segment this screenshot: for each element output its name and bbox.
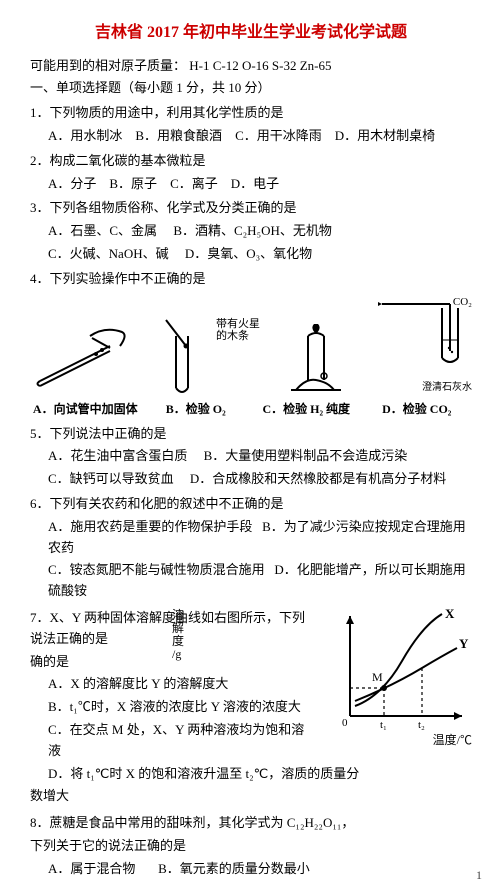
chart-Y: Y xyxy=(459,636,469,651)
q1-B: B．用粮食酿酒 xyxy=(135,126,222,147)
chart-t2: t₂ xyxy=(418,719,425,731)
q4-note: 带有火星 的木条 xyxy=(216,318,260,342)
q2-D: D．电子 xyxy=(231,174,279,195)
diagram-C xyxy=(276,318,356,396)
q5-D: D．合成橡胶和天然橡胶都是有机高分子材料 xyxy=(190,471,446,486)
diagram-A xyxy=(30,326,130,396)
q5-C: C．缺钙可以导致贫血 xyxy=(48,471,174,486)
lime-water: 澄清石灰水 xyxy=(372,380,472,396)
q4-stem: 4．下列实验操作中不正确的是 xyxy=(30,269,472,290)
q2-A: A．分子 xyxy=(48,174,96,195)
q2-B: B．原子 xyxy=(109,174,157,195)
q8-stem: 8．蔗糖是食品中常用的甜味剂，其化学式为 C₁₂H₂₂O₁₁， xyxy=(30,813,472,834)
q3-A: A．石墨、C、金属 xyxy=(48,223,157,238)
q1-stem: 1．下列物质的用途中，利用其化学性质的是 xyxy=(30,103,472,124)
exam-title: 吉林省 2017 年初中毕业生学业考试化学试题 xyxy=(30,20,472,46)
page-number: 1 xyxy=(476,866,482,885)
q4-diagrams: 带有火星 的木条 CO₂ xyxy=(30,296,472,397)
q2-options: A．分子 B．原子 C．离子 D．电子 xyxy=(30,174,472,195)
chart-O: 0 xyxy=(342,717,348,729)
q6-C: C．铵态氮肥不能与碱性物质混合施用 xyxy=(48,562,265,577)
q8-r1: A．属于混合物 B．氧元素的质量分数最小 xyxy=(30,859,472,880)
chart-t1: t₁ xyxy=(380,719,387,731)
q3-row2: C．火碱、NaOH、碱 D．臭氧、O₃、氧化物 xyxy=(30,244,472,265)
q1-A: A．用水制冰 xyxy=(48,126,122,147)
q2-C: C．离子 xyxy=(170,174,218,195)
q6-A: A．施用农药是重要的作物保护手段 xyxy=(48,519,252,534)
q1-D: D．用木材制桌椅 xyxy=(335,126,435,147)
diagram-B xyxy=(146,318,216,396)
section-heading: 一、单项选择题（每小题 1 分，共 10 分） xyxy=(30,78,472,99)
q4-C: C．检验 H₂ 纯度 xyxy=(251,400,362,419)
q4-B: B．检验 O₂ xyxy=(141,400,252,419)
q4-D: D．检验 CO₂ xyxy=(362,400,473,419)
chart-M: M xyxy=(372,670,383,684)
q7-D2: 数增大 xyxy=(30,786,472,807)
q5-stem: 5．下列说法中正确的是 xyxy=(30,424,472,445)
q6-r2: C．铵态氮肥不能与碱性物质混合施用 D．化肥能增产，所以可长期施用硫酸铵 xyxy=(30,560,472,602)
q1-C: C．用干冰降雨 xyxy=(235,126,322,147)
q5-B: B．大量使用塑料制品不会造成污染 xyxy=(204,448,408,463)
q8-stem2: 下列关于它的说法正确的是 xyxy=(30,836,472,857)
q5-r1: A．花生油中富含蛋白质 B．大量使用塑料制品不会造成污染 xyxy=(30,446,472,467)
q3-row1: A．石墨、C、金属 B．酒精、C₂H₅OH、无机物 xyxy=(30,221,472,242)
q2-stem: 2．构成二氧化碳的基本微粒是 xyxy=(30,151,472,172)
atomic-mass: 可能用到的相对原子质量： H-1 C-12 O-16 S-32 Zn-65 xyxy=(30,56,472,77)
q1-options: A．用水制冰 B．用粮食酿酒 C．用干冰降雨 D．用木材制桌椅 xyxy=(30,126,472,147)
q8-A: A．属于混合物 xyxy=(48,861,135,876)
q4-opt-labels: A．向试管中加固体 B．检验 O₂ C．检验 H₂ 纯度 D．检验 CO₂ xyxy=(30,400,472,419)
q5-A: A．花生油中富含蛋白质 xyxy=(48,448,187,463)
chart-ylabel: 溶 解 度 /g xyxy=(172,609,184,662)
q3-C: C．火碱、NaOH、碱 xyxy=(48,246,169,261)
solubility-chart: M X Y t₁ t₂ 0 溶 解 度 /g 温度/℃ xyxy=(322,606,472,750)
q5-r2: C．缺钙可以导致贫血 D．合成橡胶和天然橡胶都是有机高分子材料 xyxy=(30,469,472,490)
q6-r1: A．施用农药是重要的作物保护手段 B．为了减少污染应按规定合理施用农药 xyxy=(30,517,472,559)
q8-B: B．氧元素的质量分数最小 xyxy=(158,861,310,876)
q4-A: A．向试管中加固体 xyxy=(30,400,141,419)
q6-stem: 6．下列有关农药和化肥的叙述中不正确的是 xyxy=(30,494,472,515)
q3-stem: 3．下列各组物质俗称、化学式及分类正确的是 xyxy=(30,198,472,219)
q3-B: B．酒精、C₂H₅OH、无机物 xyxy=(173,223,332,238)
co2-label: CO₂ xyxy=(453,294,472,312)
q7-D1: D．将 t₁℃时 X 的饱和溶液升温至 t₂℃，溶质的质量分 xyxy=(30,764,472,785)
chart-xlabel: 温度/℃ xyxy=(322,731,472,750)
chart-X: X xyxy=(445,606,455,621)
q3-D: D．臭氧、O₃、氧化物 xyxy=(185,246,312,261)
